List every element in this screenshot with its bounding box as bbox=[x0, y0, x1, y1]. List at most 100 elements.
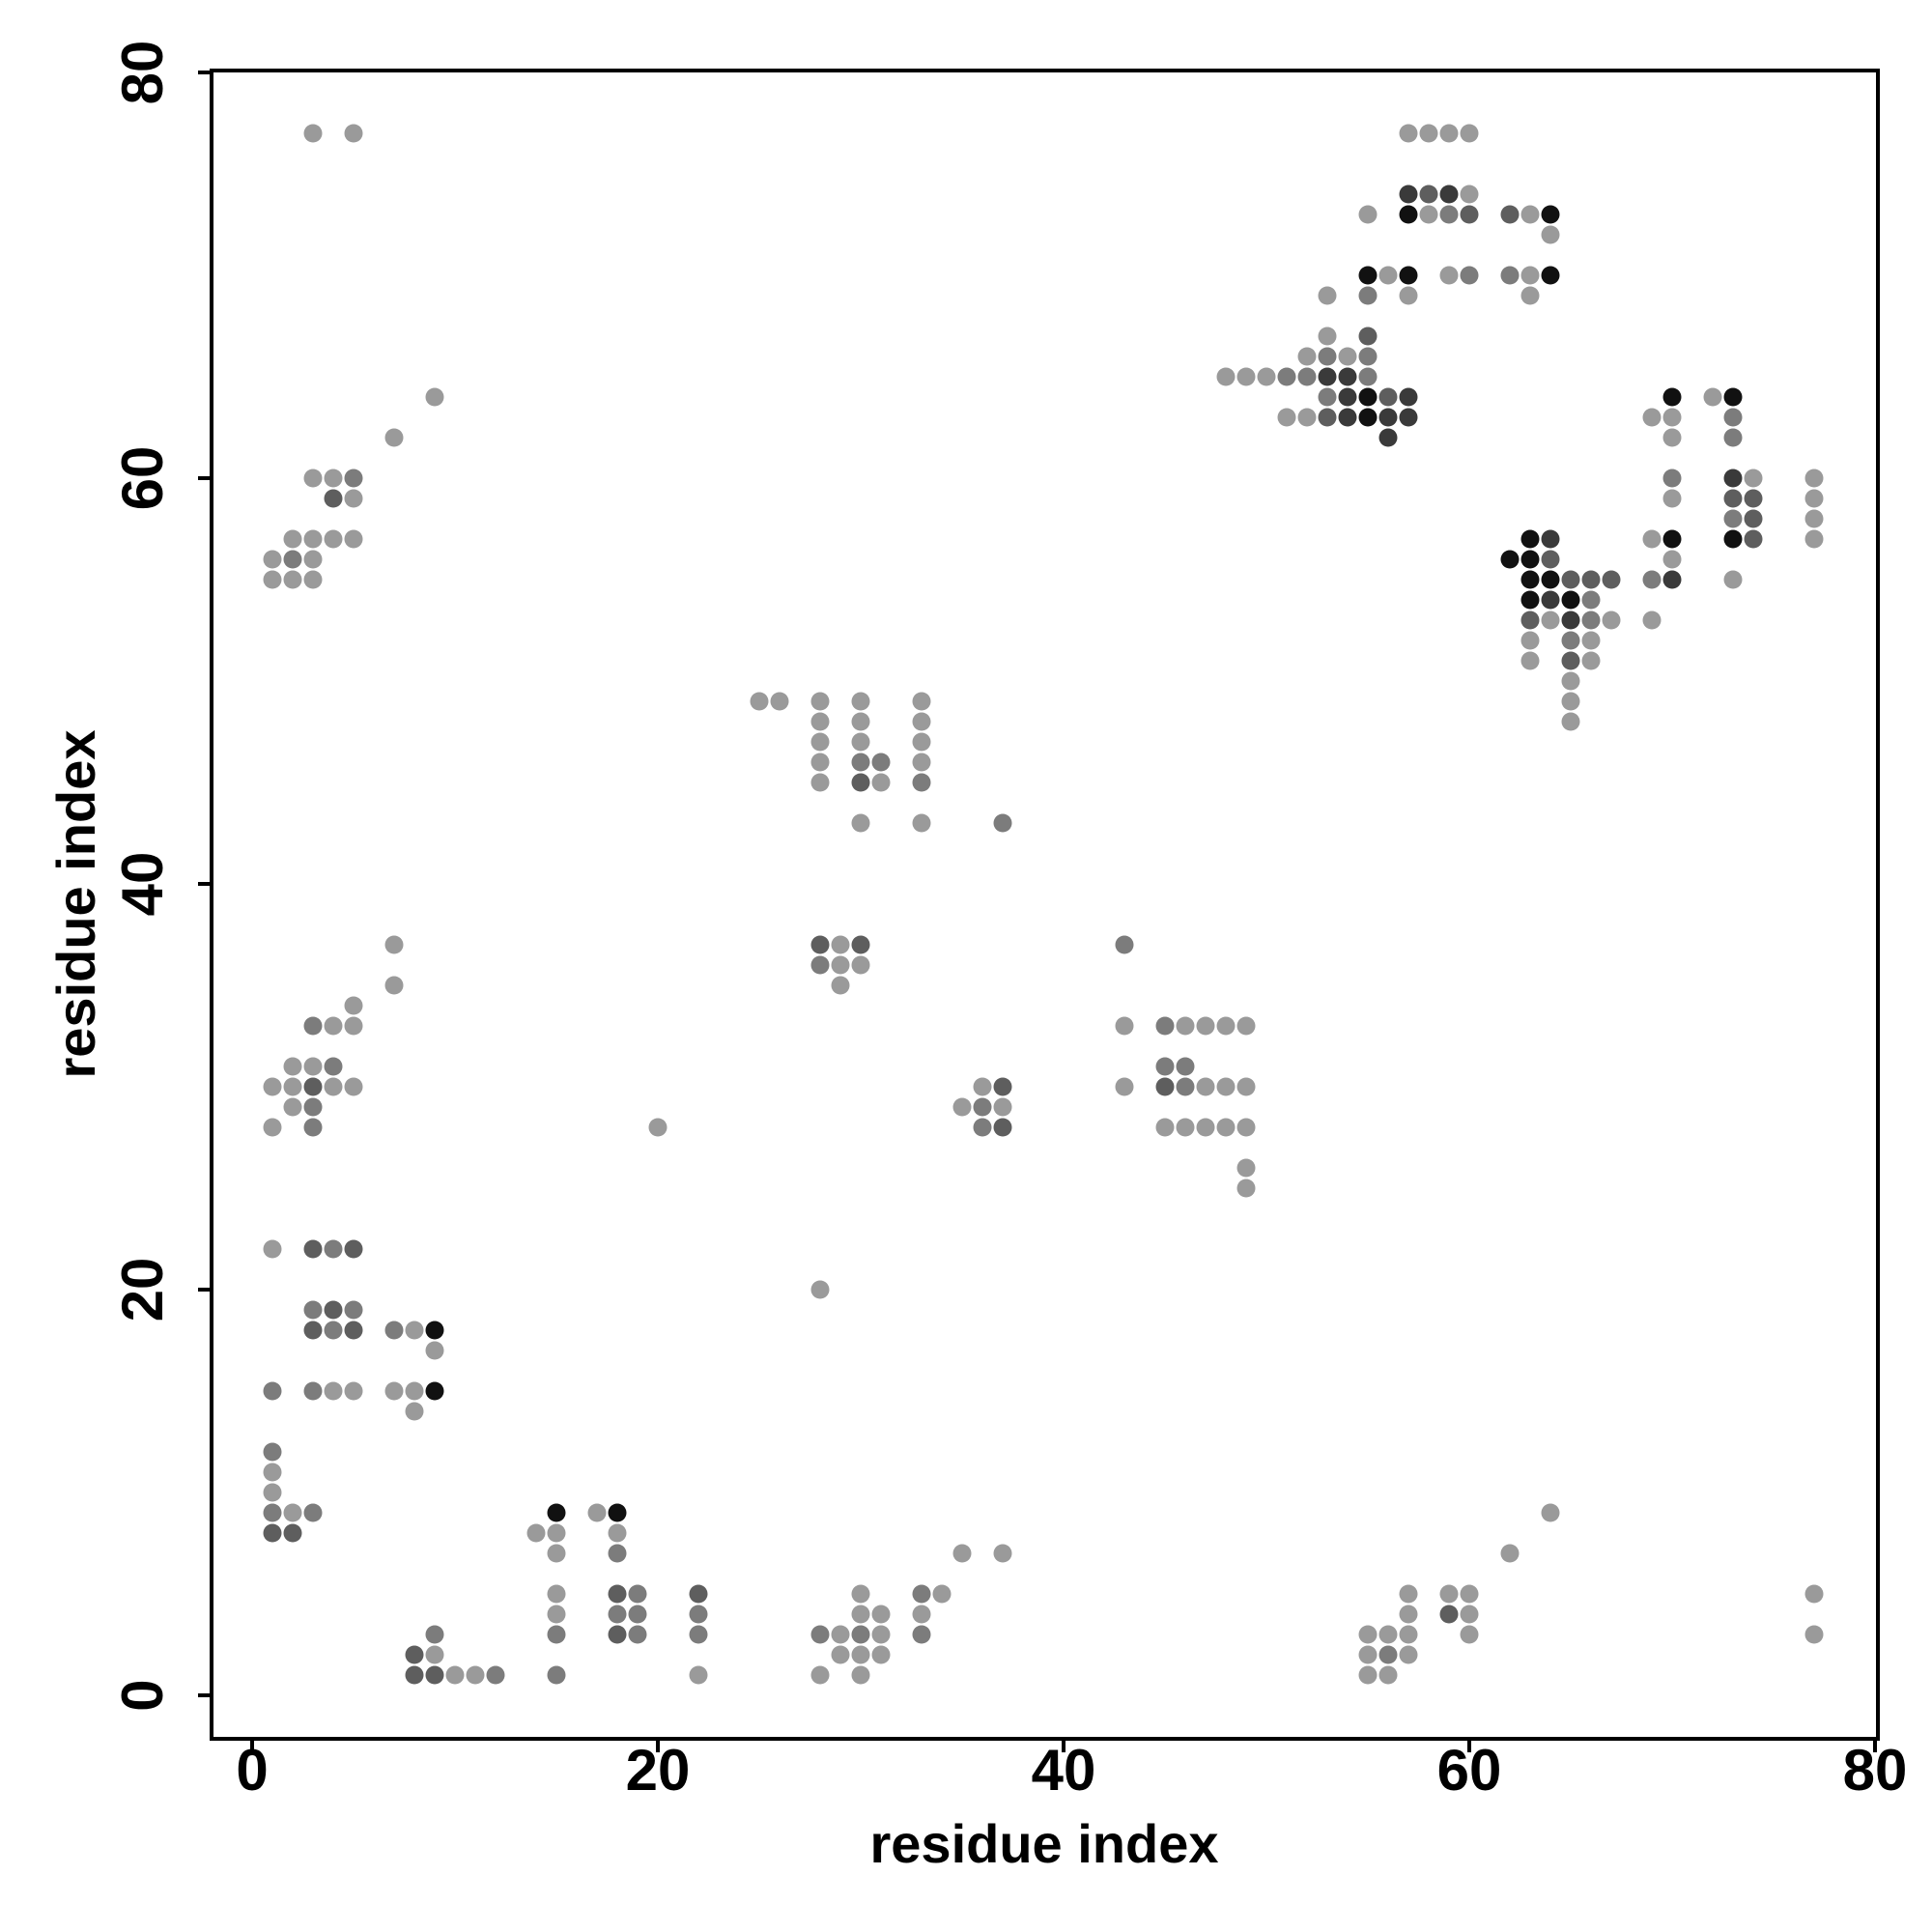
data-point bbox=[1378, 387, 1398, 407]
data-point bbox=[810, 1665, 830, 1685]
data-point bbox=[303, 469, 323, 488]
x-tick-label: 80 bbox=[1843, 1738, 1908, 1803]
data-point bbox=[1662, 387, 1682, 407]
data-point bbox=[1399, 408, 1418, 427]
data-point bbox=[384, 1321, 404, 1340]
data-point bbox=[1561, 651, 1580, 670]
data-point bbox=[1439, 185, 1459, 204]
data-point bbox=[466, 1665, 485, 1685]
data-point bbox=[283, 529, 302, 549]
data-point bbox=[1318, 387, 1337, 407]
data-point bbox=[1358, 1665, 1378, 1685]
data-point bbox=[344, 124, 363, 143]
data-point bbox=[263, 570, 282, 589]
data-point bbox=[405, 1321, 424, 1340]
data-point bbox=[1399, 1584, 1418, 1604]
data-point bbox=[1804, 509, 1824, 528]
data-point bbox=[993, 1544, 1012, 1563]
data-point bbox=[303, 529, 323, 549]
data-point bbox=[1216, 1118, 1236, 1137]
data-point bbox=[1196, 1016, 1215, 1036]
data-point bbox=[973, 1077, 992, 1096]
data-point bbox=[1439, 1605, 1459, 1624]
data-point bbox=[547, 1625, 566, 1644]
data-point bbox=[851, 692, 870, 711]
data-point bbox=[344, 1077, 363, 1096]
data-point bbox=[1520, 550, 1540, 569]
data-point bbox=[1236, 1118, 1256, 1137]
x-tick-label: 40 bbox=[1032, 1738, 1096, 1803]
data-point bbox=[324, 1321, 343, 1340]
data-point bbox=[1541, 570, 1560, 589]
data-point bbox=[1196, 1077, 1215, 1096]
data-point bbox=[1541, 590, 1560, 610]
data-point bbox=[405, 1381, 424, 1401]
data-point bbox=[1703, 387, 1722, 407]
data-point bbox=[1541, 225, 1560, 244]
data-point bbox=[1277, 408, 1296, 427]
data-point bbox=[912, 773, 931, 792]
data-point bbox=[1196, 1118, 1215, 1137]
data-point bbox=[1460, 1625, 1479, 1644]
data-point bbox=[1236, 1016, 1256, 1036]
data-point bbox=[1338, 387, 1357, 407]
data-point bbox=[344, 996, 363, 1015]
data-point bbox=[547, 1605, 566, 1624]
data-point bbox=[648, 1118, 668, 1137]
data-point bbox=[303, 1239, 323, 1259]
data-point bbox=[1460, 266, 1479, 285]
data-point bbox=[1804, 489, 1824, 508]
data-point bbox=[1378, 1625, 1398, 1644]
data-point bbox=[1581, 611, 1601, 630]
data-point bbox=[810, 955, 830, 975]
data-point bbox=[689, 1665, 708, 1685]
data-point bbox=[1541, 611, 1560, 630]
data-point bbox=[993, 1077, 1012, 1096]
y-axis: 0 20 40 60 80 bbox=[110, 41, 212, 1712]
data-point bbox=[1297, 347, 1317, 366]
plot-frame bbox=[210, 69, 1880, 1741]
data-point bbox=[1561, 570, 1580, 589]
data-point bbox=[851, 753, 870, 772]
data-point bbox=[851, 955, 870, 975]
data-point bbox=[973, 1118, 992, 1137]
data-point bbox=[1358, 266, 1378, 285]
data-point bbox=[1541, 529, 1560, 549]
data-point bbox=[810, 935, 830, 954]
data-point bbox=[344, 1321, 363, 1340]
data-point bbox=[608, 1523, 627, 1543]
data-point bbox=[1723, 570, 1743, 589]
x-axis-title: residue index bbox=[869, 1813, 1218, 1874]
data-point bbox=[851, 773, 870, 792]
data-point bbox=[1723, 428, 1743, 447]
data-point bbox=[324, 469, 343, 488]
data-point bbox=[689, 1584, 708, 1604]
data-point bbox=[263, 1503, 282, 1522]
data-point bbox=[1176, 1077, 1195, 1096]
data-point bbox=[810, 773, 830, 792]
data-point bbox=[1399, 185, 1418, 204]
data-point bbox=[1358, 1645, 1378, 1664]
data-point bbox=[851, 813, 870, 833]
data-point bbox=[324, 1381, 343, 1401]
data-point bbox=[1358, 1625, 1378, 1644]
data-point bbox=[1804, 469, 1824, 488]
data-point bbox=[303, 124, 323, 143]
data-point bbox=[871, 1625, 891, 1644]
data-point bbox=[1358, 387, 1378, 407]
data-point bbox=[384, 976, 404, 995]
data-point bbox=[1520, 590, 1540, 610]
data-point bbox=[952, 1097, 972, 1117]
data-point bbox=[1399, 205, 1418, 224]
data-point bbox=[1419, 205, 1438, 224]
data-point bbox=[324, 489, 343, 508]
data-point bbox=[851, 1625, 870, 1644]
data-point bbox=[1662, 570, 1682, 589]
data-point bbox=[1399, 286, 1418, 305]
data-point bbox=[1358, 205, 1378, 224]
data-point bbox=[324, 529, 343, 549]
data-point bbox=[1419, 185, 1438, 204]
data-point bbox=[1318, 286, 1337, 305]
data-point bbox=[1460, 1605, 1479, 1624]
data-point bbox=[1561, 692, 1580, 711]
